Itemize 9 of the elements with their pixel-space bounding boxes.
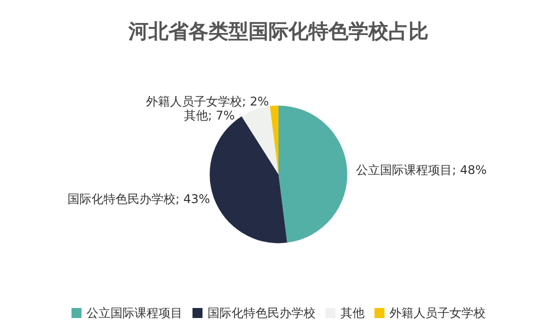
category-label: 其他; 7% xyxy=(184,108,235,123)
legend-label: 外籍人员子女学校 xyxy=(390,306,486,320)
category-label: 公立国际课程项目; 48% xyxy=(356,162,487,177)
category-label: 国际化特色民办学校; 43% xyxy=(67,192,210,206)
category-label: 外籍人员子女学校; 2% xyxy=(146,94,269,109)
legend-label: 公立国际课程项目 xyxy=(86,306,182,320)
legend-label: 国际化特色民办学校 xyxy=(208,306,316,320)
chart-title: 河北省各类型国际化特色学校占比 xyxy=(128,19,428,43)
legend-label: 其他 xyxy=(340,306,364,320)
